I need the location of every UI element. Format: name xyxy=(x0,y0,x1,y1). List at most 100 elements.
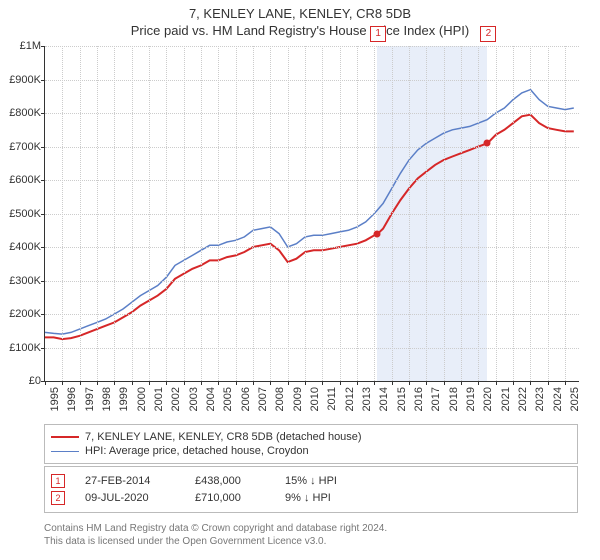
ytick-label: £500K xyxy=(9,208,41,220)
sale-date: 09-JUL-2020 xyxy=(85,492,195,504)
xtick-label: 2023 xyxy=(534,387,546,411)
sale-marker: 2 xyxy=(480,26,496,42)
xtick xyxy=(166,381,167,385)
xtick xyxy=(374,381,375,385)
xtick xyxy=(340,381,341,385)
sale-row: 2 09-JUL-2020£710,0009% ↓ HPI xyxy=(51,491,571,505)
legend-swatch-hpi xyxy=(51,451,79,452)
ytick-label: £1M xyxy=(20,40,41,52)
sale-date: 27-FEB-2014 xyxy=(85,475,195,487)
plot-area: £0£100K£200K£300K£400K£500K£600K£700K£80… xyxy=(44,46,579,382)
ytick xyxy=(41,46,45,47)
xtick xyxy=(288,381,289,385)
sale-marker: 1 xyxy=(370,26,386,42)
xtick-label: 2007 xyxy=(257,387,269,411)
sale-row: 1 27-FEB-2014£438,00015% ↓ HPI xyxy=(51,474,571,488)
xtick xyxy=(114,381,115,385)
xtick-label: 1996 xyxy=(66,387,78,411)
xtick xyxy=(357,381,358,385)
ytick xyxy=(41,314,45,315)
series-price_paid xyxy=(45,115,574,339)
xtick-label: 2004 xyxy=(205,387,217,411)
xtick-label: 2024 xyxy=(552,387,564,411)
xtick-label: 1995 xyxy=(49,387,61,411)
footnote-line1: Contains HM Land Registry data © Crown c… xyxy=(44,522,387,535)
ytick-label: £0 xyxy=(29,375,41,387)
xtick-label: 2015 xyxy=(396,387,408,411)
xtick xyxy=(201,381,202,385)
legend-row-price-paid: 7, KENLEY LANE, KENLEY, CR8 5DB (detache… xyxy=(51,431,571,443)
sale-row-marker: 1 xyxy=(51,474,65,488)
ytick xyxy=(41,281,45,282)
xtick-label: 2022 xyxy=(517,387,529,411)
chart-title-line1: 7, KENLEY LANE, KENLEY, CR8 5DB xyxy=(0,6,600,21)
ytick xyxy=(41,348,45,349)
xtick-label: 2012 xyxy=(344,387,356,411)
xtick-label: 2014 xyxy=(378,387,390,411)
ytick-label: £900K xyxy=(9,74,41,86)
ytick-label: £100K xyxy=(9,342,41,354)
legend-box: 7, KENLEY LANE, KENLEY, CR8 5DB (detache… xyxy=(44,424,578,464)
xtick xyxy=(149,381,150,385)
xtick xyxy=(478,381,479,385)
xtick-label: 2010 xyxy=(309,387,321,411)
footnote: Contains HM Land Registry data © Crown c… xyxy=(44,522,387,548)
xtick xyxy=(409,381,410,385)
xtick-label: 2002 xyxy=(170,387,182,411)
xtick-label: 2000 xyxy=(136,387,148,411)
xtick xyxy=(97,381,98,385)
xtick xyxy=(322,381,323,385)
xtick xyxy=(305,381,306,385)
legend-label-price-paid: 7, KENLEY LANE, KENLEY, CR8 5DB (detache… xyxy=(85,431,362,443)
ytick-label: £200K xyxy=(9,308,41,320)
footnote-line2: This data is licensed under the Open Gov… xyxy=(44,535,387,548)
xtick-label: 2017 xyxy=(430,387,442,411)
xtick xyxy=(392,381,393,385)
xtick xyxy=(45,381,46,385)
xtick xyxy=(530,381,531,385)
xtick xyxy=(184,381,185,385)
xtick xyxy=(444,381,445,385)
xtick xyxy=(496,381,497,385)
xtick xyxy=(461,381,462,385)
sale-hpi-relative: 15% ↓ HPI xyxy=(285,475,365,487)
sale-price: £438,000 xyxy=(195,475,285,487)
xtick-label: 2009 xyxy=(292,387,304,411)
xtick-label: 2003 xyxy=(188,387,200,411)
xtick-label: 2008 xyxy=(274,387,286,411)
xtick xyxy=(513,381,514,385)
xtick xyxy=(270,381,271,385)
sale-hpi-relative: 9% ↓ HPI xyxy=(285,492,365,504)
xtick xyxy=(62,381,63,385)
xtick xyxy=(236,381,237,385)
legend-label-hpi: HPI: Average price, detached house, Croy… xyxy=(85,445,309,457)
ytick-label: £700K xyxy=(9,141,41,153)
legend-row-hpi: HPI: Average price, detached house, Croy… xyxy=(51,445,571,457)
xtick xyxy=(253,381,254,385)
ytick-label: £400K xyxy=(9,241,41,253)
xtick xyxy=(565,381,566,385)
ytick-label: £600K xyxy=(9,174,41,186)
xtick-label: 1998 xyxy=(101,387,113,411)
sale-row-marker: 2 xyxy=(51,491,65,505)
sale-point xyxy=(374,231,381,238)
xtick-label: 2001 xyxy=(153,387,165,411)
sale-point xyxy=(484,140,491,147)
xtick xyxy=(80,381,81,385)
xtick xyxy=(426,381,427,385)
chart-title-block: 7, KENLEY LANE, KENLEY, CR8 5DB Price pa… xyxy=(0,0,600,38)
ytick-label: £300K xyxy=(9,275,41,287)
sale-price: £710,000 xyxy=(195,492,285,504)
xtick-label: 2006 xyxy=(240,387,252,411)
series-svg xyxy=(45,46,579,381)
ytick xyxy=(41,80,45,81)
xtick-label: 1997 xyxy=(84,387,96,411)
xtick-label: 2005 xyxy=(222,387,234,411)
xtick xyxy=(548,381,549,385)
xtick-label: 2013 xyxy=(361,387,373,411)
xtick-label: 2019 xyxy=(465,387,477,411)
ytick xyxy=(41,147,45,148)
series-hpi xyxy=(45,90,574,335)
xtick-label: 1999 xyxy=(118,387,130,411)
xtick xyxy=(132,381,133,385)
